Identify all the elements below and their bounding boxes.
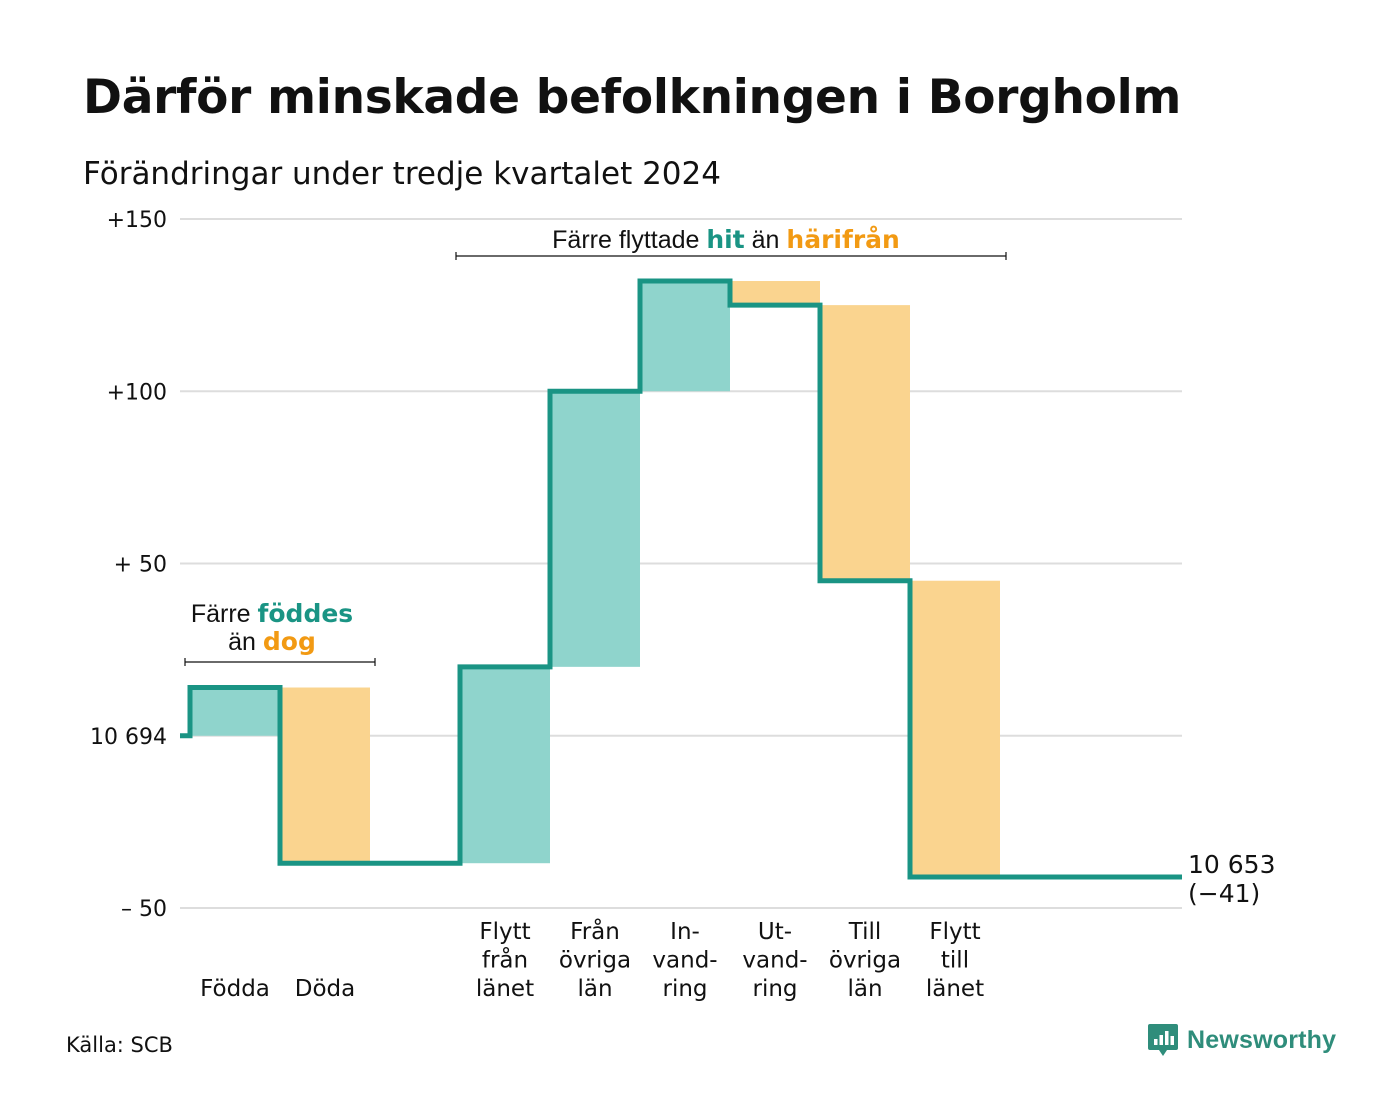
source-note: Källa: SCB (66, 1033, 173, 1057)
cumulative-step-line (180, 278, 1182, 880)
category-label-utvandring: Ut-vand-ring (742, 919, 807, 1002)
bar-flytt-fran-lanet (460, 666, 550, 864)
y-tick-label: 10 694 (90, 725, 167, 750)
moves-annotation-line-1: Färre flyttade hit än härifrån (552, 225, 900, 254)
brand-name: Newsworthy (1187, 1025, 1337, 1054)
end-value-label: 10 653 (1188, 850, 1275, 879)
bar-invandring (640, 281, 730, 392)
category-label-till-ovriga-lan: Till övriga län (829, 919, 901, 1002)
y-tick-label: +100 (107, 380, 167, 405)
bar-doda (280, 687, 370, 864)
category-label-flytt-till-lanet: Flytt till länet (926, 919, 984, 1002)
y-tick-label: + 50 (114, 553, 167, 578)
category-label-fodda: Födda (200, 976, 270, 1002)
category-label-fran-ovriga-lan: Från övriga län (559, 917, 631, 1002)
births-annotation-line-2: än dog (228, 627, 316, 656)
chart-title: Därför minskade befolkningen i Borgholm (83, 70, 1182, 125)
brand-logo[interactable]: Newsworthy (1147, 1022, 1336, 1058)
bar-fran-ovriga-lan (550, 391, 640, 667)
end-change-label: (−41) (1188, 879, 1260, 908)
y-tick-label: – 50 (121, 897, 167, 922)
category-label-invandring: In-vand-ring (652, 919, 717, 1002)
bar-fodda (190, 687, 280, 736)
newsworthy-logo-icon (1148, 1024, 1178, 1056)
bar-flytt-till-lanet (910, 580, 1000, 877)
category-label-flytt-fran-lanet: Flytt från länet (476, 919, 534, 1002)
category-label-doda: Döda (295, 976, 355, 1002)
births-annotation-line-1: Färre föddes (191, 599, 353, 628)
chart-subtitle: Förändringar under tredje kvartalet 2024 (83, 156, 721, 192)
bar-utvandring (730, 281, 820, 306)
bar-till-ovriga-lan (820, 305, 910, 581)
y-tick-label: +150 (107, 208, 167, 233)
